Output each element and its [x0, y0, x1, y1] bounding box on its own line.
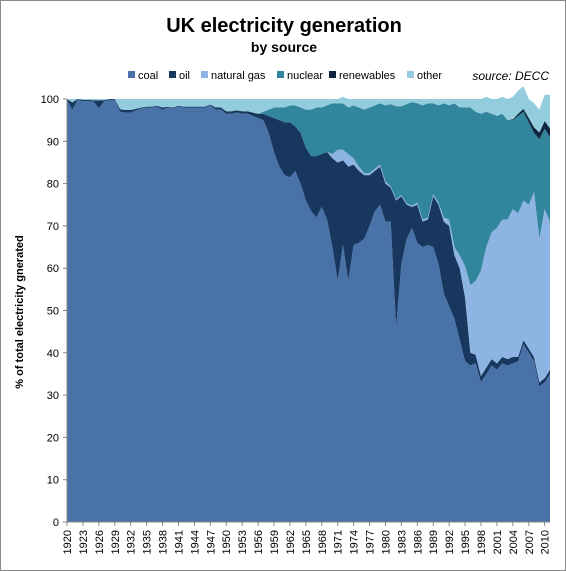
x-tick-label: 2001: [492, 530, 504, 554]
legend-item-coal: coal: [128, 70, 158, 82]
x-tick-label: 1923: [78, 530, 90, 554]
x-tick-label: 1989: [428, 530, 440, 554]
legend-swatch: [169, 71, 176, 78]
y-tick-label: 10: [47, 475, 59, 487]
legend-swatch: [277, 71, 284, 78]
legend-label: nuclear: [287, 70, 323, 82]
legend: coal oil natural gas nuclear renewables other: [128, 70, 442, 82]
y-tick-label: 50: [47, 306, 59, 318]
x-tick-label: 1962: [285, 530, 297, 554]
area-series-natural-gas: [67, 99, 550, 383]
legend-swatch: [201, 71, 208, 78]
x-tick-label: 2004: [508, 530, 520, 554]
x-tick-label: 1938: [158, 530, 170, 554]
legend-swatch: [128, 71, 135, 78]
x-tick-label: 1968: [317, 530, 329, 554]
x-tick-label: 1947: [205, 530, 217, 554]
x-tick-label: 1956: [253, 530, 265, 554]
x-tick-label: 1926: [94, 530, 106, 554]
chart-subtitle: by source: [251, 39, 317, 55]
source-note: source: DECC: [472, 69, 549, 83]
y-tick-label: 20: [47, 432, 59, 444]
y-tick-label: 60: [47, 263, 59, 275]
x-tick-label: 1974: [349, 530, 361, 554]
legend-item-oil: oil: [169, 70, 190, 82]
x-tick-label: 1920: [62, 530, 74, 554]
x-tick-label: 1932: [126, 530, 138, 554]
x-tick-label: 2010: [540, 530, 552, 554]
x-tick-label: 1980: [380, 530, 392, 554]
y-tick-label: 70: [47, 221, 59, 233]
x-tick-label: 1971: [333, 530, 345, 554]
x-tick-label: 1950: [221, 530, 233, 554]
axes: 0 10 20 30 40 50 60 70 80 90 100 1920 1923 1926 1929 19…: [41, 94, 552, 554]
y-tick-label: 40: [47, 348, 59, 360]
legend-label: renewables: [339, 70, 396, 82]
x-tick-label: 1941: [173, 530, 185, 554]
y-tick-label: 80: [47, 179, 59, 191]
x-tick-label: 1983: [396, 530, 408, 554]
y-axis-label: % of total electricity gnerated: [14, 235, 26, 388]
legend-label: oil: [179, 70, 190, 82]
area-series-nuclear: [67, 99, 550, 286]
x-tick-label: 1935: [142, 530, 154, 554]
chart-title: UK electricity generation: [166, 15, 402, 37]
legend-item-other: other: [407, 70, 442, 82]
x-tick-label: 1998: [476, 530, 488, 554]
x-tick-label: 1995: [460, 530, 472, 554]
legend-swatch: [329, 71, 336, 78]
legend-item-nuclear: nuclear: [277, 70, 323, 82]
y-tick-label: 90: [47, 136, 59, 148]
legend-item-natural-gas: natural gas: [201, 70, 266, 82]
x-tick-label: 1953: [237, 530, 249, 554]
plot-areas: [67, 86, 550, 522]
x-tick-label: 1992: [444, 530, 456, 554]
x-tick-label: 1977: [365, 530, 377, 554]
x-tick-label: 1965: [301, 530, 313, 554]
area-series-other: [67, 86, 550, 133]
x-tick-label: 1929: [110, 530, 122, 554]
area-series-coal: [67, 99, 550, 522]
area-series-oil: [67, 99, 550, 387]
x-tick-label: 1959: [269, 530, 281, 554]
legend-label: other: [417, 70, 442, 82]
y-tick-label: 0: [53, 517, 59, 529]
x-tick-label: 1944: [189, 530, 201, 554]
x-tick-label: 2007: [524, 530, 536, 554]
x-tick-label: 1986: [412, 530, 424, 554]
y-tick-label: 100: [41, 94, 59, 106]
legend-item-renewables: renewables: [329, 70, 396, 82]
legend-label: natural gas: [211, 70, 266, 82]
legend-swatch: [407, 71, 414, 78]
y-tick-label: 30: [47, 390, 59, 402]
legend-label: coal: [138, 70, 158, 82]
